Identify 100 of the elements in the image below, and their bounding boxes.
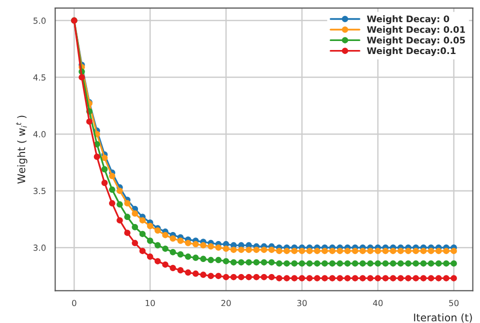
point: [382, 275, 389, 282]
point: [139, 248, 146, 254]
point: [200, 242, 206, 248]
point: [154, 258, 161, 264]
point: [405, 260, 412, 267]
point: [170, 248, 176, 256]
point: [124, 230, 130, 236]
point: [116, 201, 123, 208]
point: [382, 248, 389, 254]
point: [268, 259, 275, 266]
point: [238, 246, 244, 253]
point: [124, 214, 130, 220]
point: [246, 274, 252, 280]
point: [230, 246, 237, 253]
point: [276, 248, 282, 254]
point: [412, 260, 419, 267]
point: [336, 275, 344, 282]
point: [428, 260, 434, 267]
point: [374, 260, 382, 267]
point: [428, 248, 434, 254]
point: [146, 254, 154, 260]
point: [222, 274, 230, 280]
point: [443, 275, 450, 282]
point: [222, 246, 230, 252]
point: [329, 260, 336, 267]
point: [162, 232, 168, 238]
point: [291, 275, 298, 282]
y-tick-label: 4.5: [33, 74, 46, 81]
point: [344, 248, 351, 254]
point: [253, 274, 260, 280]
x-tick-label: 10: [146, 300, 155, 306]
point: [184, 269, 192, 276]
x-tick-label: 20: [221, 300, 231, 306]
point: [139, 230, 146, 238]
point: [109, 172, 116, 180]
point: [146, 222, 154, 230]
point: [412, 248, 419, 254]
point: [94, 154, 100, 160]
point: [222, 258, 230, 264]
point: [284, 248, 290, 254]
point: [420, 260, 427, 267]
point: [170, 264, 176, 272]
legend-label: Weight Decay:0.1: [366, 47, 456, 56]
point: [192, 254, 199, 261]
point: [322, 248, 328, 254]
point: [390, 275, 396, 282]
point: [398, 260, 404, 267]
point: [276, 275, 282, 282]
point: [398, 275, 404, 282]
point: [344, 260, 351, 267]
point: [367, 260, 374, 267]
point: [177, 238, 184, 244]
point: [360, 260, 366, 267]
point: [367, 275, 374, 282]
point: [184, 240, 192, 246]
point: [268, 274, 275, 280]
point: [238, 274, 244, 280]
legend-label: Weight Decay: 0.01: [366, 26, 465, 35]
point: [162, 261, 168, 268]
point: [246, 246, 252, 253]
point: [154, 227, 161, 234]
point: [291, 248, 298, 254]
point: [86, 118, 92, 125]
point: [436, 248, 442, 254]
point: [132, 210, 138, 217]
x-tick-label: 40: [372, 300, 383, 306]
x-tick-label: 0: [72, 300, 76, 306]
point: [420, 275, 427, 282]
point: [253, 259, 260, 266]
point: [329, 275, 336, 282]
point: [314, 248, 320, 254]
point: [450, 275, 457, 282]
point: [109, 186, 116, 193]
point: [192, 241, 199, 248]
point: [443, 248, 450, 254]
point: [367, 248, 374, 254]
point: [284, 260, 290, 267]
point: [200, 272, 206, 278]
point: [314, 275, 320, 282]
point: [436, 275, 442, 282]
point: [253, 246, 260, 253]
point: [208, 243, 214, 250]
point: [146, 238, 154, 244]
point: [230, 274, 237, 280]
point: [208, 272, 214, 280]
point: [291, 260, 298, 267]
x-axis-title: Iteration (t): [414, 313, 472, 323]
x-tick-label: 50: [449, 300, 459, 306]
y-axis-title: Weight ( w$_{i}$$^{t}$ ): [16, 116, 28, 184]
point: [322, 260, 328, 267]
point: [390, 260, 396, 267]
point: [177, 251, 184, 258]
point: [184, 254, 192, 260]
point: [412, 275, 419, 282]
point: [428, 275, 434, 282]
point: [352, 248, 358, 254]
point: [360, 248, 366, 254]
point: [306, 260, 313, 267]
y-tick-label: 3.5: [34, 188, 46, 194]
point: [336, 260, 344, 267]
